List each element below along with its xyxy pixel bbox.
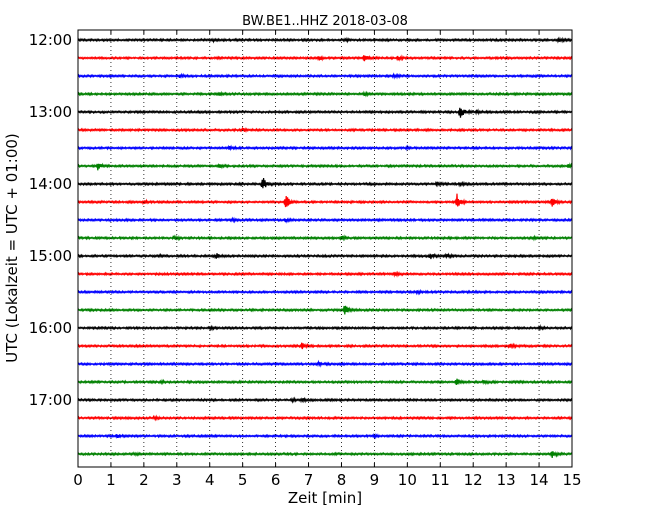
trace-1300 (77, 107, 573, 118)
x-tick-label-0: 0 (73, 471, 83, 489)
trace-1645 (77, 378, 573, 386)
x-axis-label: Zeit [min] (288, 489, 362, 507)
x-tick-label-12: 12 (464, 471, 483, 489)
y-tick-label-3: 15:00 (29, 247, 72, 265)
trace-1600 (77, 323, 573, 332)
x-tick-label-1: 1 (106, 471, 116, 489)
x-tick-label-14: 14 (530, 471, 549, 489)
plot-frame (77, 29, 573, 468)
trace-1245 (77, 90, 573, 98)
trace-1545 (77, 305, 573, 315)
x-tick-label-15: 15 (562, 471, 581, 489)
x-tick-label-13: 13 (497, 471, 516, 489)
x-tick-label-11: 11 (431, 471, 450, 489)
trace-1215 (77, 54, 573, 62)
trace-1745 (77, 450, 573, 458)
trace-1630 (77, 359, 573, 368)
x-tick-label-7: 7 (304, 471, 314, 489)
axis-ticks: 0 1 2 3 4 5 6 7 8 9 10 11 12 13 14 1512:0013:0014:0015:… (29, 30, 582, 489)
y-tick-label-1: 13:00 (29, 103, 72, 121)
trace-1500 (77, 252, 573, 260)
y-tick-label-5: 17:00 (29, 391, 72, 409)
trace-1330 (77, 144, 573, 152)
x-tick-label-5: 5 (238, 471, 248, 489)
x-tick-label-3: 3 (172, 471, 182, 489)
trace-1400 (77, 178, 573, 189)
x-tick-label-2: 2 (139, 471, 149, 489)
chart-title: BW.BE1..HHZ 2018-03-08 (242, 14, 408, 29)
trace-1530 (77, 288, 573, 296)
x-tick-label-10: 10 (398, 471, 417, 489)
trace-1230 (77, 72, 573, 80)
trace-1430 (77, 216, 573, 224)
trace-group (77, 36, 573, 458)
trace-1700 (77, 396, 573, 404)
trace-1345 (77, 162, 573, 171)
y-tick-label-0: 12:00 (29, 31, 72, 49)
x-tick-label-8: 8 (337, 471, 347, 489)
x-tick-label-9: 9 (370, 471, 380, 489)
trace-1715 (77, 414, 573, 422)
y-tick-label-2: 14:00 (29, 175, 72, 193)
trace-1515 (77, 270, 573, 278)
y-tick-label-4: 16:00 (29, 319, 72, 337)
trace-1615 (77, 342, 573, 350)
grid-lines (110, 30, 540, 467)
trace-1200 (77, 36, 573, 44)
trace-1315 (77, 126, 573, 133)
y-axis-label: UTC (Lokalzeit = UTC + 01:00) (3, 133, 21, 363)
x-tick-label-4: 4 (205, 471, 215, 489)
x-tick-label-6: 6 (271, 471, 281, 489)
trace-1415 (77, 193, 573, 208)
trace-1445 (77, 234, 573, 242)
trace-1730 (77, 432, 573, 440)
